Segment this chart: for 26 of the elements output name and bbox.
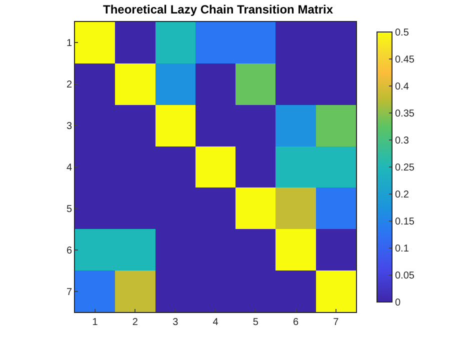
y-tick-label: 4: [66, 162, 72, 174]
x-tick-label: 1: [92, 317, 98, 328]
color-bar-label: 0.15: [395, 216, 415, 228]
y-tick-label: 7: [66, 286, 72, 298]
color-bar-label: 0.35: [395, 108, 415, 120]
y-tick-label: 6: [66, 245, 72, 256]
color-bar-label: 0.25: [395, 162, 415, 174]
x-tick-label: 7: [333, 317, 340, 328]
x-tick-label: 3: [172, 317, 179, 328]
color-bar-label: 0.5: [395, 28, 410, 38]
x-tick-label: 4: [212, 317, 219, 328]
x-tick-label: 5: [252, 317, 259, 328]
color-bar-label: 0.1: [395, 244, 410, 254]
x-tick-label: 2: [132, 317, 138, 328]
y-tick-label: 3: [66, 121, 72, 132]
color-bar-label: 0: [395, 298, 401, 308]
color-bar-label: 0.4: [395, 82, 410, 92]
color-bar-label: 0.05: [395, 270, 415, 282]
x-tick-label: 6: [293, 317, 300, 328]
y-tick-label: 1: [66, 38, 72, 50]
y-tick-label: 5: [66, 204, 72, 215]
y-tick-label: 2: [66, 80, 72, 91]
color-bar-label: 0.3: [395, 136, 410, 146]
color-bar-label: 0.45: [395, 54, 415, 66]
color-bar-label: 0.2: [395, 190, 410, 200]
chart-title: Theoretical Lazy Chain Transition Matrix: [103, 2, 334, 17]
